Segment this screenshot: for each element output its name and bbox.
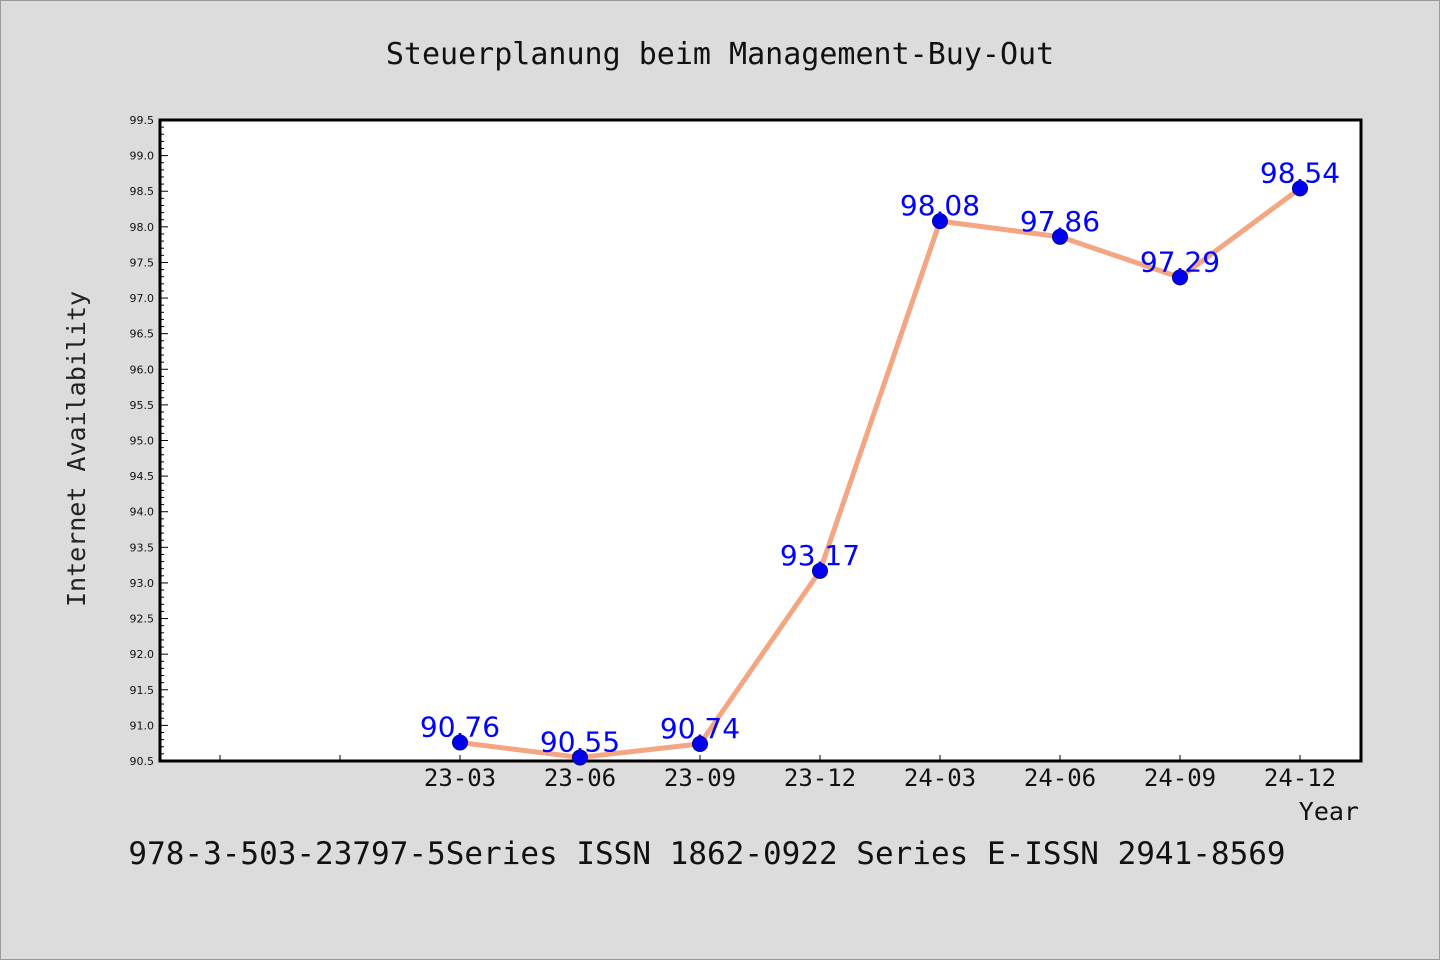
x-tick-label: 24-03 — [904, 764, 976, 792]
data-label: 97.29 — [1140, 245, 1220, 278]
data-point — [572, 749, 588, 766]
chart-title: Steuerplanung beim Management-Buy-Out — [386, 37, 1054, 72]
x-axis-label: Year — [1299, 797, 1359, 826]
y-tick-label: 93.5 — [130, 541, 155, 554]
y-tick-label: 94.5 — [130, 470, 155, 483]
data-markers — [452, 180, 1308, 766]
data-label: 98.54 — [1260, 156, 1340, 189]
y-tick-label: 90.5 — [130, 755, 155, 768]
data-point — [452, 734, 468, 751]
data-label: 90.55 — [540, 725, 620, 758]
y-tick-label: 95.5 — [130, 399, 155, 412]
y-tick-label: 91.0 — [130, 719, 155, 732]
series-line — [457, 185, 1303, 760]
data-point — [692, 735, 708, 752]
y-tick-label: 96.0 — [130, 363, 155, 376]
x-axis: 23-03 23-06 23-09 23-12 24-03 24-06 24-09 24-12 — [219, 755, 1336, 792]
y-tick-label: 97.5 — [130, 256, 155, 269]
y-axis-label: Internet Availability — [62, 291, 91, 607]
x-tick-label: 23-12 — [784, 764, 856, 792]
data-point — [1292, 180, 1308, 197]
y-tick-label: 98.0 — [130, 221, 155, 234]
data-label: 90.74 — [660, 712, 740, 745]
y-tick-label: 97.0 — [130, 292, 155, 305]
x-tick-label: 23-06 — [544, 764, 616, 792]
x-tick-label: 24-12 — [1264, 764, 1336, 792]
data-label: 93.17 — [780, 539, 860, 572]
y-tick-label: 96.5 — [130, 328, 155, 341]
data-point — [1052, 228, 1068, 245]
data-point — [1172, 269, 1188, 286]
y-tick-label: 91.5 — [130, 684, 155, 697]
y-tick-label: 93.0 — [130, 577, 155, 590]
data-point — [932, 213, 948, 230]
y-axis: 90.5 91.0 91.5 92.0 92.5 93.0 93.5 94.0 94.5 95.0… — [130, 114, 168, 768]
data-label: 90.76 — [420, 710, 500, 743]
data-point — [812, 562, 828, 579]
data-label: 98.08 — [900, 189, 980, 222]
x-tick-label: 24-06 — [1024, 764, 1096, 792]
y-tick-label: 99.0 — [130, 150, 155, 163]
footer-isbn: 978-3-503-23797-5Series ISSN 1862-0922 S… — [128, 836, 1285, 872]
x-tick-label: 23-03 — [424, 764, 496, 792]
x-tick-label: 23-09 — [664, 764, 736, 792]
data-label: 97.86 — [1020, 205, 1100, 238]
x-tick-label: 24-09 — [1144, 764, 1216, 792]
y-tick-label: 94.0 — [130, 506, 155, 519]
y-tick-label: 95.0 — [130, 435, 155, 448]
y-tick-label: 92.5 — [130, 613, 155, 626]
data-labels: 90.76 90.55 90.74 93.17 98.08 97.86 97.29 98.54 — [420, 156, 1340, 758]
y-tick-label: 98.5 — [130, 185, 155, 198]
y-tick-label: 99.5 — [130, 114, 155, 127]
plot-area — [158, 118, 1363, 763]
y-tick-label: 92.0 — [130, 648, 155, 661]
